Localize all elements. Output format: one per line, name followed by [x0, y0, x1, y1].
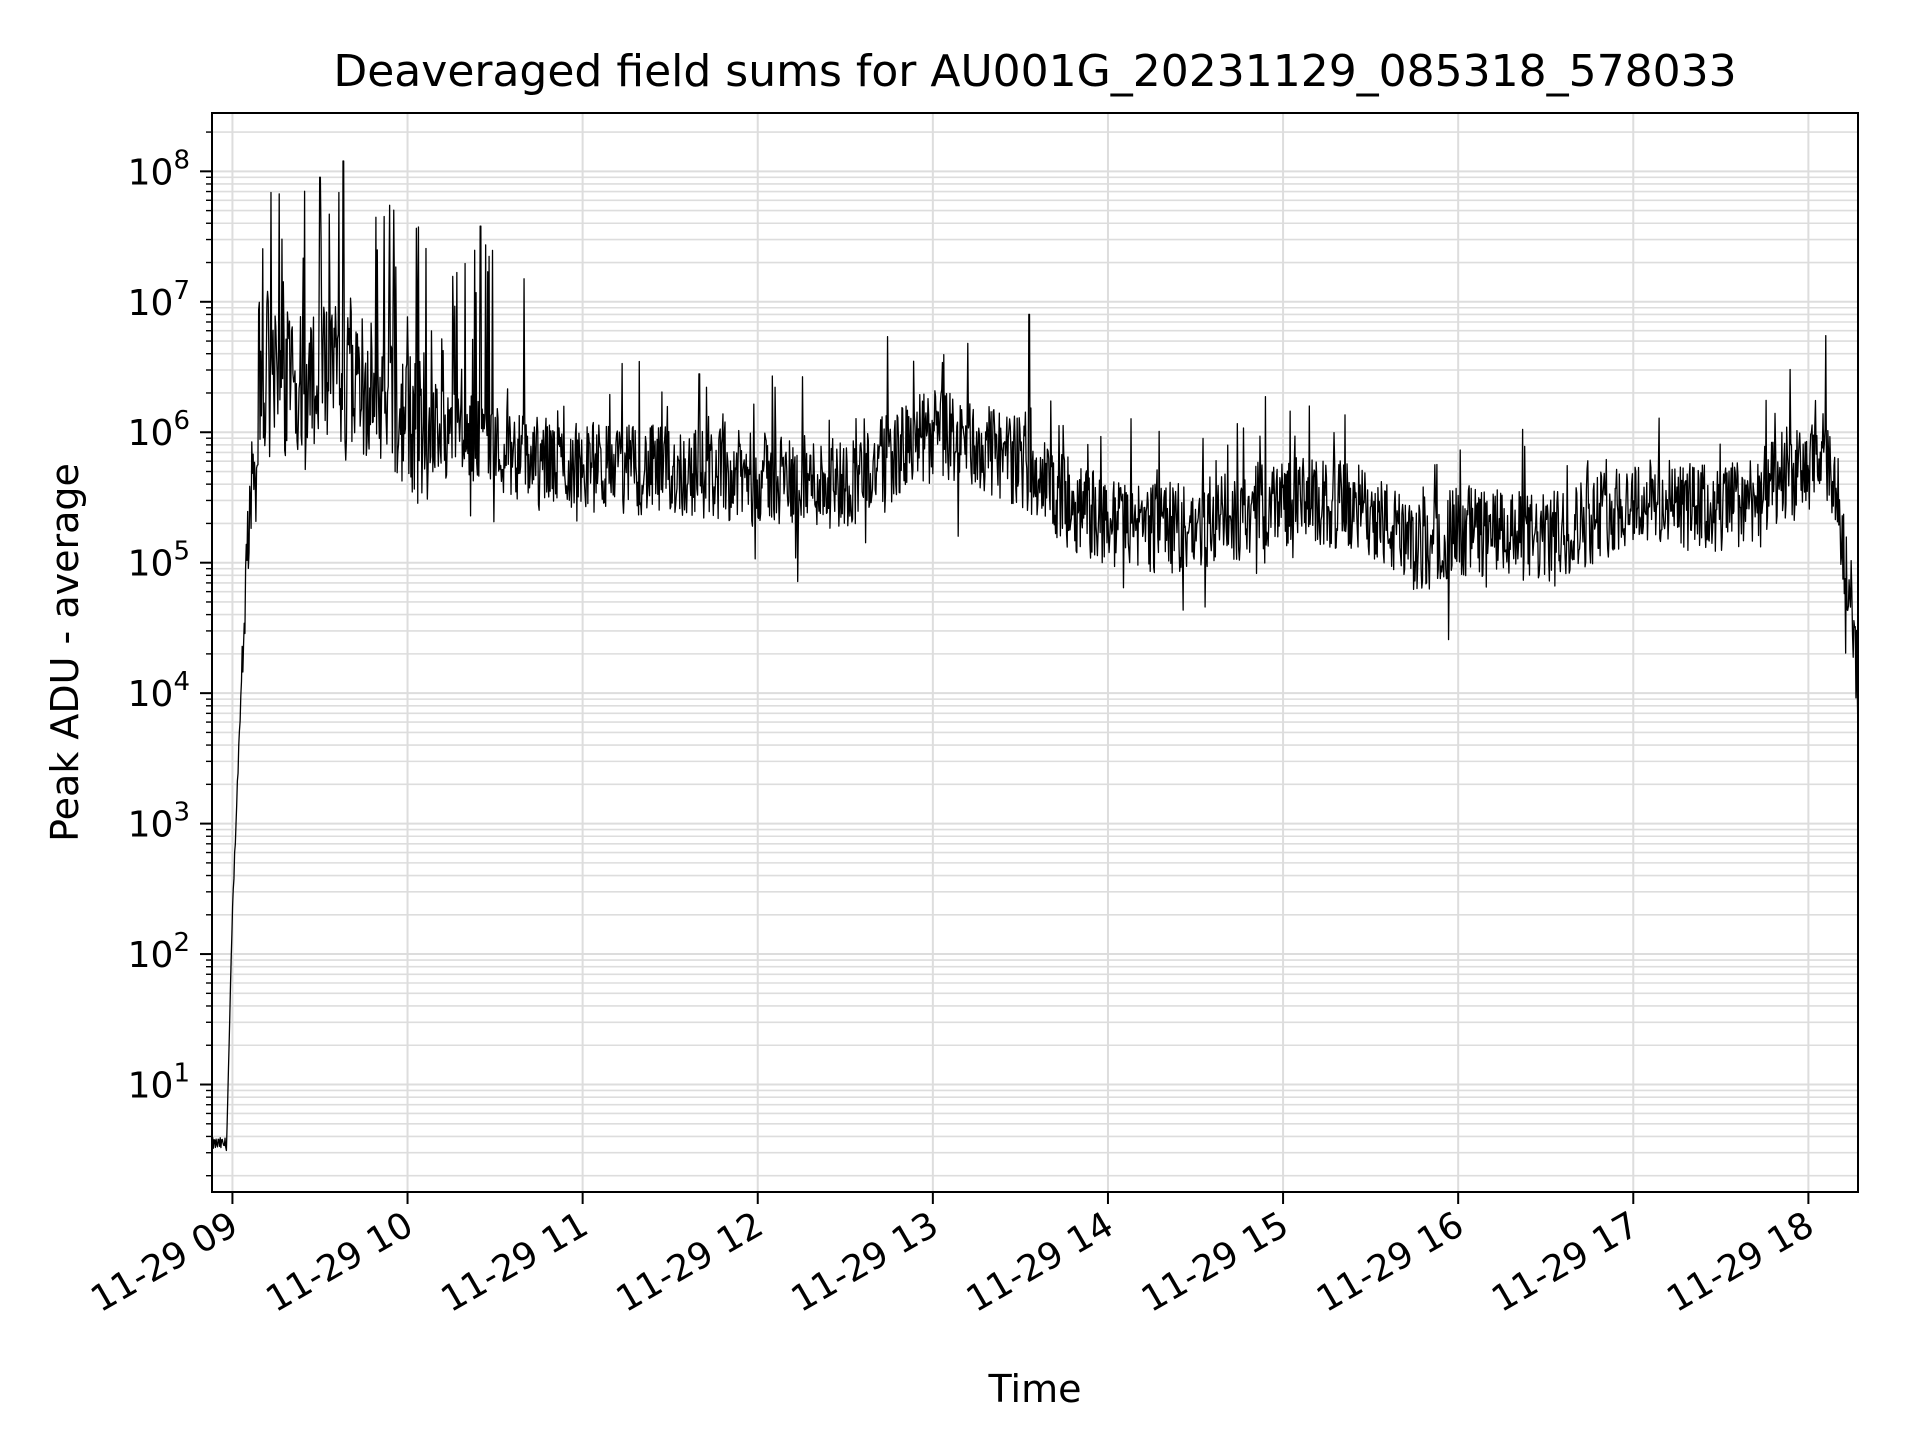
y-tick-label: 107	[128, 276, 190, 324]
y-axis-label: Peak ADU - average	[43, 463, 87, 842]
y-tick-label: 102	[128, 928, 190, 976]
y-tick-label: 106	[128, 406, 190, 454]
y-tick-label: 104	[128, 667, 190, 715]
series-line	[211, 160, 1859, 1152]
y-tick-label: 101	[128, 1059, 190, 1107]
y-tick-label: 105	[128, 537, 190, 585]
data-trace	[211, 160, 1859, 1152]
y-tick-label: 103	[128, 798, 190, 846]
chart-title: Deaveraged field sums for AU001G_2023112…	[333, 46, 1736, 97]
y-tick-label: 108	[128, 145, 190, 193]
y-axis: 101 102 103 104 105 106 107 108	[128, 131, 212, 1177]
plot-frame	[211, 112, 1859, 1193]
x-axis-label: Time	[988, 1367, 1082, 1411]
